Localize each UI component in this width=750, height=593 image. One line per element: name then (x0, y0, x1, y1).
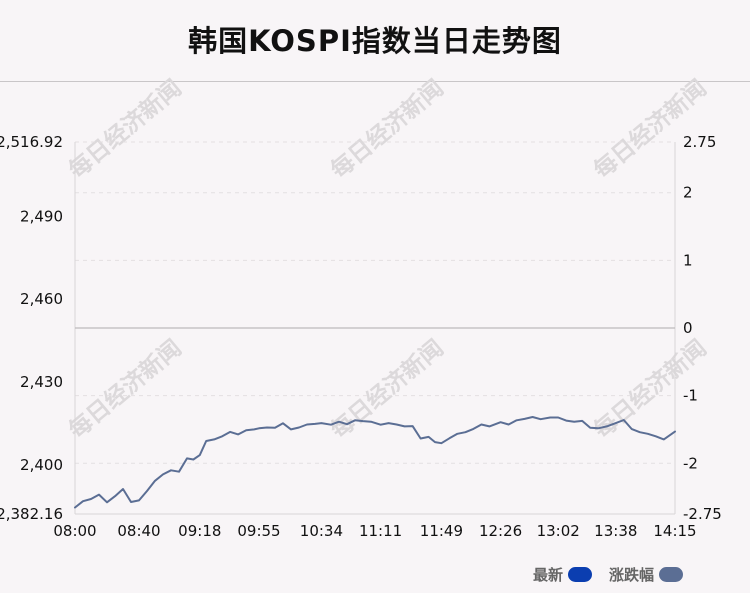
watermark-1: 每日经济新闻 (326, 75, 449, 184)
right-tick-6: -2.75 (683, 505, 722, 523)
legend-label-change: 涨跌幅 (609, 565, 655, 584)
right-tick-1: 2 (683, 184, 693, 202)
legend-item-latest[interactable]: 最新 (533, 563, 593, 585)
legend-swatch-change (659, 566, 684, 582)
left-tick-2: 2,460 (20, 290, 63, 308)
left-tick-1: 2,490 (20, 207, 63, 225)
x-tick-5: 11:11 (359, 522, 402, 540)
axes (74, 142, 676, 515)
series-line-kospi (74, 416, 676, 509)
right-tick-3: 0 (683, 319, 693, 337)
right-tick-0: 2.75 (683, 133, 716, 151)
x-tick-2: 09:18 (178, 522, 221, 540)
watermark-3: 每日经济新闻 (64, 335, 187, 444)
right-axis-ticks: 2.75 2 1 0 -1 -2 -2.75 (683, 133, 722, 523)
right-tick-5: -2 (683, 454, 698, 472)
left-axis-ticks: 2,516.92 2,490 2,460 2,430 2,400 2,382.16 (0, 133, 63, 523)
x-tick-0: 08:00 (53, 522, 96, 540)
x-tick-6: 11:49 (420, 522, 463, 540)
legend-item-change[interactable]: 涨跌幅 (609, 563, 684, 585)
legend-swatch-latest (568, 566, 593, 582)
left-tick-3: 2,430 (20, 373, 63, 391)
x-tick-7: 12:26 (479, 522, 522, 540)
right-tick-2: 1 (683, 251, 693, 269)
watermark-2: 每日经济新闻 (589, 75, 712, 184)
watermark-0: 每日经济新闻 (64, 75, 187, 184)
x-tick-3: 09:55 (237, 522, 280, 540)
x-axis-ticks: 08:00 08:40 09:18 09:55 10:34 11:11 11:49 12:26… (53, 522, 696, 540)
watermark-4: 每日经济新闻 (326, 335, 449, 444)
series-layer (74, 416, 676, 509)
x-tick-9: 13:38 (594, 522, 637, 540)
left-tick-4: 2,400 (20, 456, 63, 474)
x-tick-8: 13:02 (537, 522, 580, 540)
x-tick-10: 14:15 (653, 522, 696, 540)
title-divider (0, 81, 750, 82)
x-tick-4: 10:34 (300, 522, 343, 540)
chart-title: 韩国KOSPI指数当日走势图 (188, 24, 562, 58)
legend-label-latest: 最新 (533, 565, 564, 584)
left-tick-5: 2,382.16 (0, 505, 63, 523)
right-tick-4: -1 (683, 387, 698, 405)
left-tick-0: 2,516.92 (0, 133, 63, 151)
x-tick-1: 08:40 (117, 522, 160, 540)
